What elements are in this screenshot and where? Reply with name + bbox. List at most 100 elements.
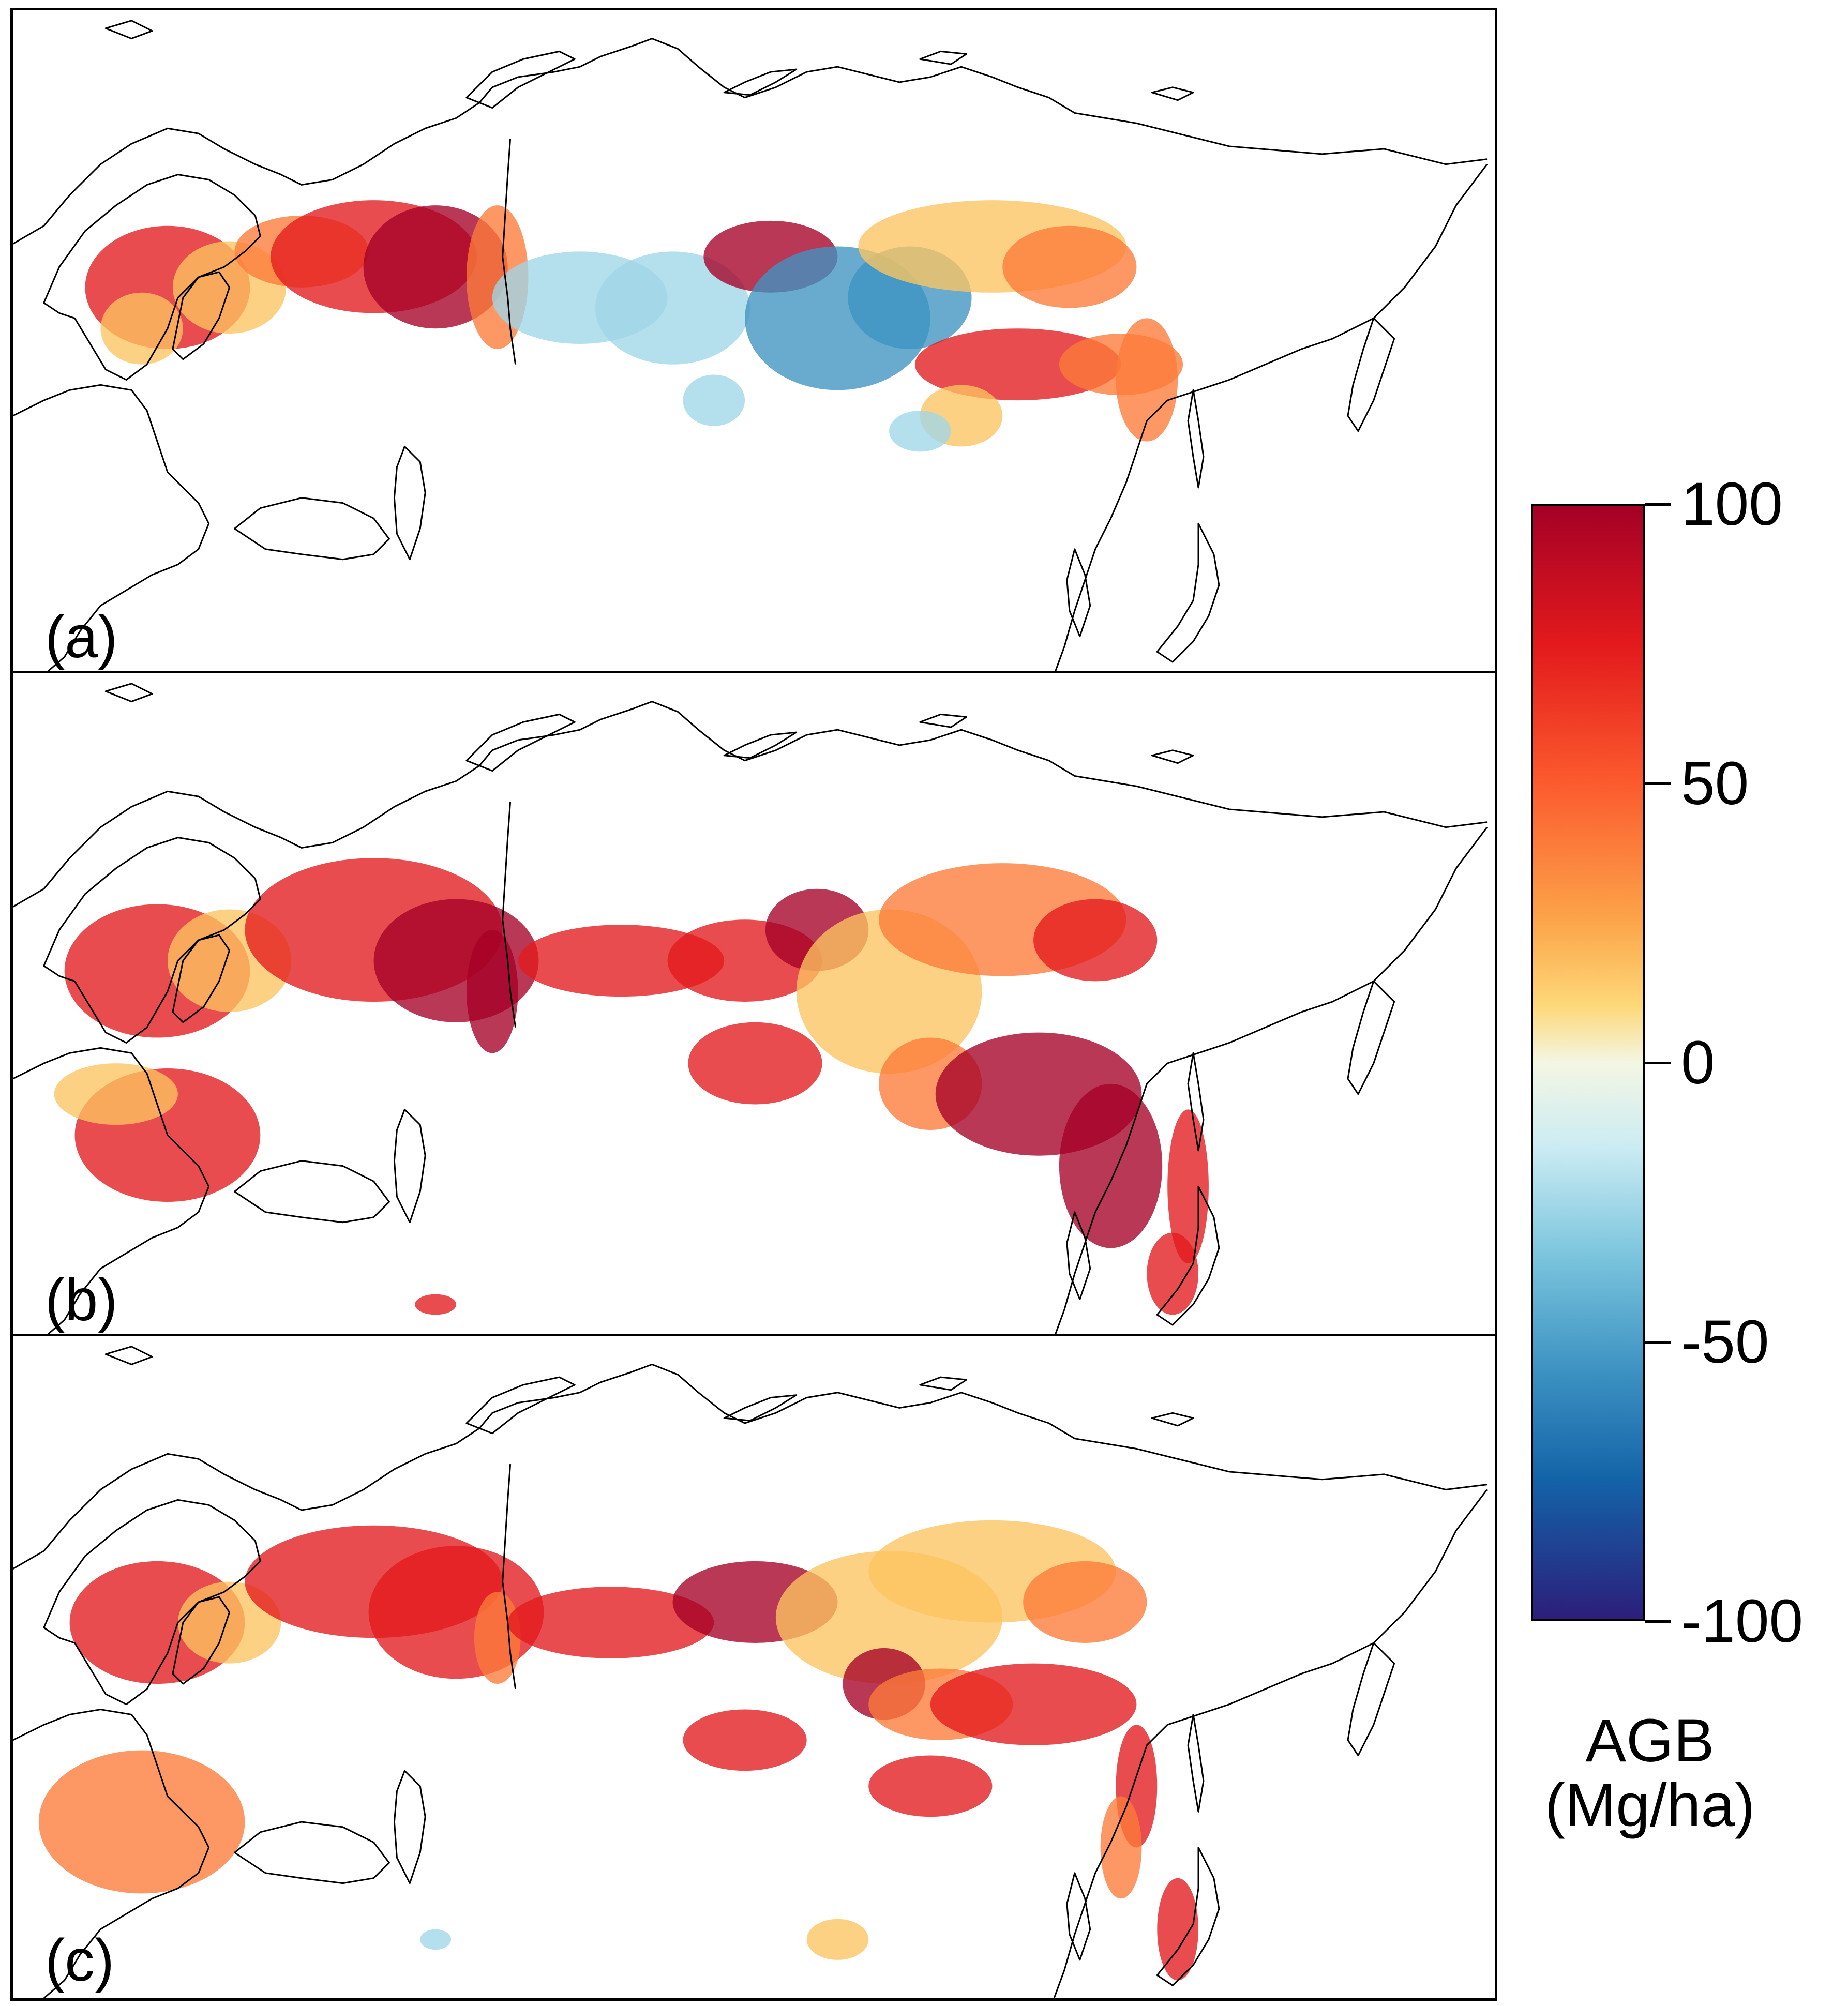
coastline-path [723,731,798,759]
coastline-path [502,1464,517,1690]
coastline-path [13,384,210,675]
agb-patch-positive-red [415,1294,457,1315]
agb-patch-positive-orange [1002,225,1137,308]
colorbar [1531,504,1645,1621]
colorbar-tick [1645,782,1671,785]
coastline-path [919,1376,968,1391]
agb-change-field [54,858,1209,1315]
colorbar-tick-label: 50 [1681,749,1749,818]
agb-patch-positive-dark [1059,1083,1163,1248]
agb-patch-positive-red [688,1022,822,1105]
coastline-path [104,20,153,40]
colorbar-tick [1645,1062,1671,1064]
coastline-path [393,445,426,561]
agb-patch-positive-red [683,1709,807,1771]
colorbar-tick [1645,503,1671,506]
map-panel-c: (c) [10,1334,1497,2001]
colorbar-tick-label: 0 [1681,1029,1715,1097]
coastline-path [1347,1642,1395,1756]
colorbar-tick [1645,1341,1671,1344]
agb-patch-negative-light [889,410,951,452]
map-b-svg [13,683,1488,1338]
coastline-path [1151,86,1194,101]
coastline-path [234,1160,390,1224]
agb-patch-positive-red [518,925,725,997]
agb-patch-positive-red [1157,1878,1198,1981]
agb-patch-positive-yellow [100,292,183,365]
panel-label-a: (a) [45,604,118,670]
colorbar-title: AGB [1585,1707,1715,1775]
agb-patch-positive-orange [1023,1561,1147,1643]
coastline-path [1156,1846,1220,1986]
coastline-path [1053,1489,1488,1998]
map-c-svg [13,1346,1488,1998]
coastline-path [465,713,576,772]
coastline-path [502,801,517,1028]
coastline-path [104,1346,153,1365]
agb-patch-positive-orange [38,1750,245,1894]
agb-patch-negative-light [420,1929,452,1950]
coastline-path [43,837,261,1044]
coastline [13,683,1488,1338]
coastline [13,1346,1488,1998]
coastline-path [1187,1713,1205,1813]
map-panel-a: (a) [10,8,1497,677]
coastline-path [1066,548,1091,638]
coastline-path [723,1394,798,1422]
agb-patch-negative-light [595,251,750,365]
coastline [13,20,1488,675]
agb-change-field [38,1520,1198,1981]
coastline-path [1053,826,1488,1338]
agb-patch-positive-red [1147,1232,1198,1315]
coastline-path [1053,163,1488,675]
coastline-path [13,1363,1488,1570]
colorbar-units: (Mg/ha) [1544,1771,1755,1839]
panel-label-b: (b) [45,1267,118,1333]
colorbar-tick [1645,1620,1671,1623]
agb-patch-positive-yellow [54,1063,178,1125]
panel-label-c: (c) [45,1927,115,1994]
coastline-path [1156,1185,1220,1326]
coastline-path [43,1499,261,1706]
agb-patch-positive-orange [474,1592,521,1684]
agb-patch-positive-dark [466,930,518,1053]
agb-patch-positive-red [507,1587,714,1658]
coastline-path [104,683,153,703]
coastline-path [393,1108,426,1224]
coastline-path [1187,389,1205,489]
coastline-path [1156,522,1220,663]
coastline-path [723,68,798,96]
agb-patch-positive-orange [1100,1796,1142,1899]
colorbar-tick-label: -50 [1681,1308,1769,1376]
coastline-path [234,1821,390,1884]
coastline-path [919,713,968,728]
colorbar-tick-label: 100 [1681,470,1783,538]
coastline-path [1347,317,1395,432]
agb-patch-positive-orange [1116,318,1178,442]
coastline-path [13,1709,210,1998]
coastline-path [1066,1872,1091,1961]
coastline-path [43,174,261,381]
agb-patch-positive-red [1033,899,1158,982]
coastline-path [1151,1412,1194,1427]
agb-patch-positive-red [930,1663,1137,1745]
agb-change-field [85,200,1183,452]
agb-patch-positive-red [868,1755,993,1817]
agb-patch-negative-light [683,374,745,426]
coastline-path [172,271,231,360]
map-panel-b: (b) [10,671,1497,1340]
agb-patch-positive-yellow [806,1919,869,1960]
coastline-path [234,497,390,561]
coastline-path [1151,749,1194,764]
agb-patch-positive-red [914,328,1121,401]
coastline-path [13,701,1488,908]
map-a-svg [13,20,1488,675]
coastline-path [465,1376,576,1435]
coastline-path [919,50,968,65]
coastline-path [172,934,231,1023]
coastline-path [13,38,1488,245]
colorbar-tick-label: -100 [1681,1587,1804,1655]
coastline-path [1187,1052,1205,1152]
coastline-path [502,138,517,365]
coastline-path [1066,1211,1091,1301]
